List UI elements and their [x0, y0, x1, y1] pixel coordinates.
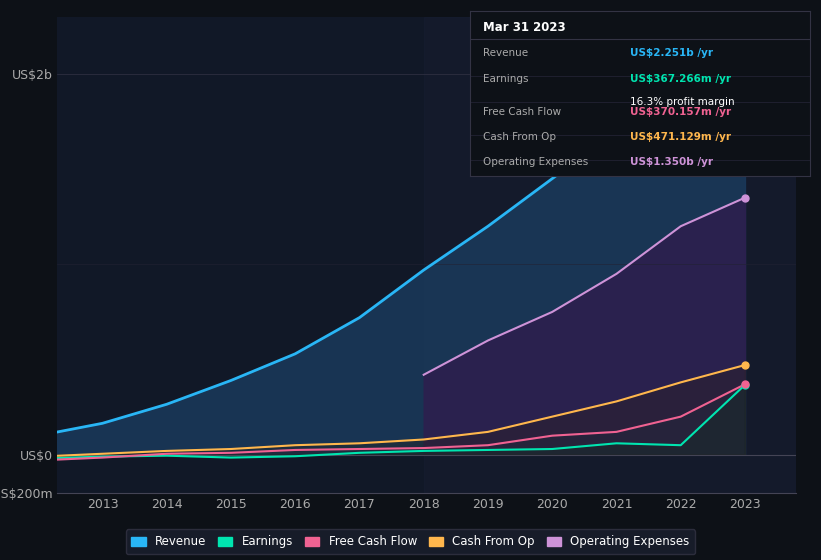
Text: US$2.251b /yr: US$2.251b /yr — [630, 48, 713, 58]
Text: Mar 31 2023: Mar 31 2023 — [484, 21, 566, 34]
Text: US$370.157m /yr: US$370.157m /yr — [630, 107, 731, 117]
Text: US$1.350b /yr: US$1.350b /yr — [630, 157, 713, 166]
Text: Revenue: Revenue — [484, 48, 529, 58]
Text: Cash From Op: Cash From Op — [484, 132, 557, 142]
Text: 16.3% profit margin: 16.3% profit margin — [630, 97, 734, 107]
Bar — [424, 17, 796, 493]
Text: US$471.129m /yr: US$471.129m /yr — [630, 132, 731, 142]
Legend: Revenue, Earnings, Free Cash Flow, Cash From Op, Operating Expenses: Revenue, Earnings, Free Cash Flow, Cash … — [126, 529, 695, 554]
Text: Operating Expenses: Operating Expenses — [484, 157, 589, 166]
Text: US$367.266m /yr: US$367.266m /yr — [630, 74, 731, 84]
Text: Free Cash Flow: Free Cash Flow — [484, 107, 562, 117]
Text: Earnings: Earnings — [484, 74, 529, 84]
